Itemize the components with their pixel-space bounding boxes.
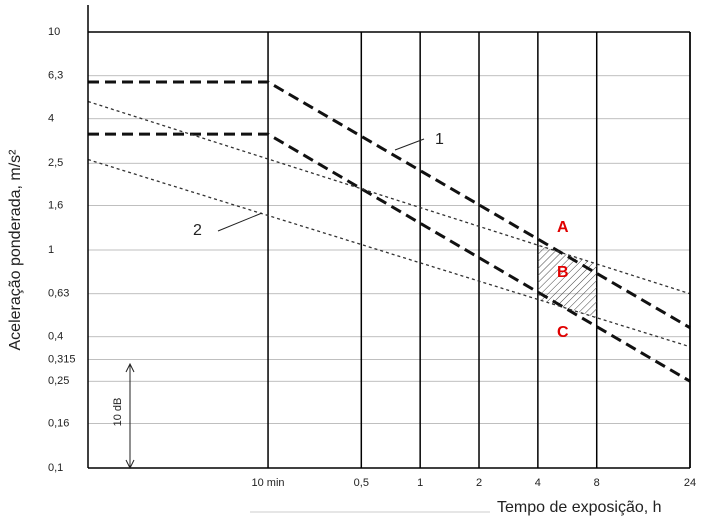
y-tick-label: 0,4 <box>48 331 63 343</box>
y-tick-label: 0,63 <box>48 288 69 300</box>
x-axis-title: Tempo de exposição, h <box>497 499 662 516</box>
line-series <box>88 132 691 383</box>
y-tick-label: 0,315 <box>48 353 76 365</box>
annotation: 1 <box>435 131 444 148</box>
x-tick-label: 10 min <box>252 477 285 489</box>
annotation: 10 dB <box>112 398 124 427</box>
line-series <box>87 100 691 295</box>
x-tick-label: 8 <box>594 477 600 489</box>
y-tick-label: 6,3 <box>48 70 63 82</box>
y-tick-label: 4 <box>48 113 54 125</box>
y-tick-label: 0,25 <box>48 375 69 387</box>
x-tick-label: 0,5 <box>354 477 369 489</box>
y-tick-label: 1,6 <box>48 199 63 211</box>
hatched-zone <box>537 245 597 318</box>
y-tick-label: 0,1 <box>48 462 63 474</box>
y-tick-label: 1 <box>48 244 54 256</box>
annotation: 2 <box>193 222 202 239</box>
y-tick-label: 2,5 <box>48 157 63 169</box>
leader <box>394 138 425 151</box>
annotation: A <box>557 219 569 236</box>
x-tick-label: 4 <box>535 477 541 489</box>
x-tick-label: 2 <box>476 477 482 489</box>
arrow-heads <box>125 362 135 470</box>
y-tick-label: 10 <box>48 26 60 38</box>
x-tick-label: 24 <box>684 477 696 489</box>
annotation: B <box>557 264 569 281</box>
annotation: C <box>557 324 569 341</box>
y-tick-label: 0,16 <box>48 417 69 429</box>
y-axis-title: Aceleração ponderada, m/s² <box>7 149 24 351</box>
line-series <box>87 158 691 348</box>
x-tick-label: 1 <box>417 477 423 489</box>
leader <box>217 212 263 232</box>
line-series <box>88 80 691 330</box>
